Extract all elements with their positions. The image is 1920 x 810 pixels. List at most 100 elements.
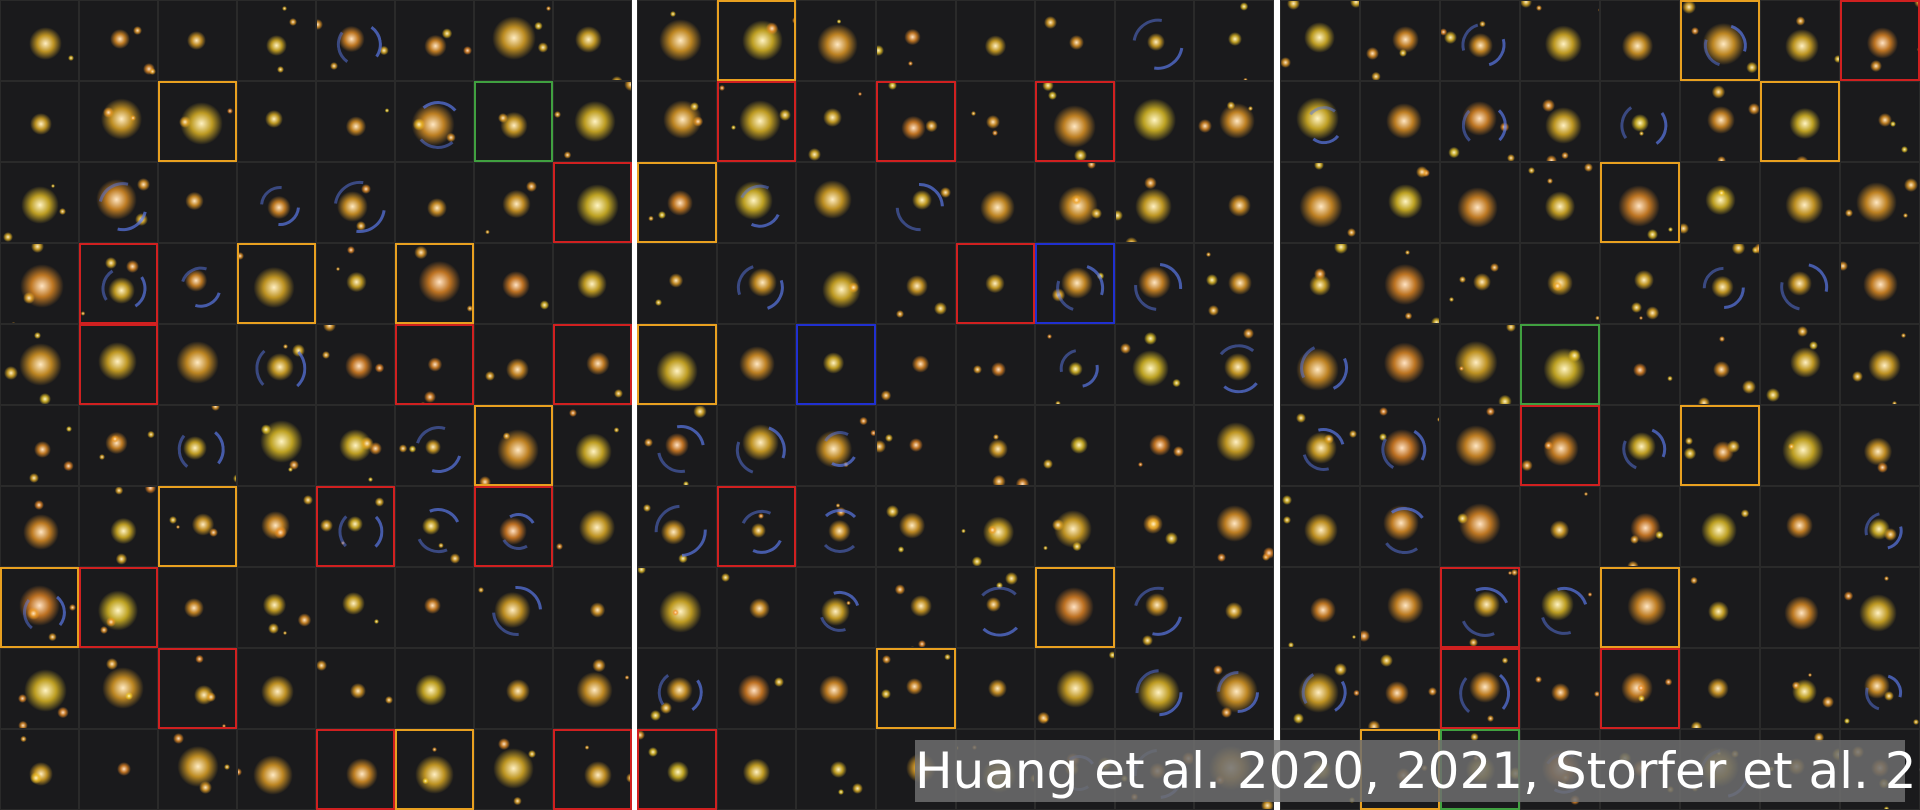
galaxy [980,190,1015,225]
galaxy-cutout [1840,162,1920,243]
galaxy [909,438,923,452]
lensed-arc [1461,103,1507,149]
galaxy-cutout [1360,648,1440,729]
galaxy [859,417,868,426]
lensed-arc [1048,256,1113,321]
galaxy [574,101,616,143]
galaxy [1786,512,1813,539]
galaxy [1240,2,1248,10]
galaxy-cutout [0,81,79,162]
galaxy-cutout [1115,81,1195,162]
galaxy [779,109,791,121]
galaxy [656,350,698,392]
galaxy-cutout [79,729,158,810]
galaxy-cutout [1360,486,1440,567]
galaxy [1713,361,1730,378]
galaxy [424,597,441,614]
galaxy [195,655,204,664]
galaxy-cutout [637,729,717,810]
galaxy [18,694,27,703]
galaxy-cutout [237,243,316,324]
galaxy [576,672,613,709]
galaxy-cutout [79,0,158,81]
lensed-arc [974,586,1025,637]
galaxy [1490,263,1499,272]
galaxy [1914,0,1920,8]
galaxy [1742,380,1756,394]
galaxy [876,440,886,453]
galaxy-cutout [956,324,1036,405]
galaxy-cutout [717,324,797,405]
galaxy-cutout [237,486,316,567]
galaxy-cutout [1194,81,1274,162]
galaxy [1852,371,1862,381]
galaxy [1511,569,1518,576]
galaxy [1712,85,1726,99]
galaxy [282,6,287,11]
galaxy [739,346,775,382]
page: Huang et al. 2020, 2021, Storfer et al. … [0,0,1920,810]
galaxy-cutout [1194,162,1274,243]
galaxy-cutout [876,0,956,81]
galaxy-cutout [1840,567,1920,648]
galaxy [988,439,1008,459]
galaxy-cutout [1760,0,1840,81]
galaxy [1707,678,1729,700]
galaxy [1782,429,1824,471]
galaxy [838,789,844,795]
galaxy [485,230,489,234]
galaxy-cutout [158,81,237,162]
galaxy [1545,25,1582,62]
galaxy-cutout [1520,324,1600,405]
galaxy [1903,213,1908,218]
galaxy [59,208,66,215]
galaxy-cutout [1680,486,1760,567]
galaxy [858,92,862,96]
lensed-arc [1617,98,1672,153]
galaxy [1535,676,1542,683]
lensed-arc [727,416,793,482]
galaxy [1225,602,1243,620]
galaxy [901,116,926,141]
galaxy [298,613,312,627]
galaxy-cutout [1440,567,1520,648]
galaxy [944,654,951,661]
galaxy [1789,108,1821,140]
galaxy-cutout [1600,486,1680,567]
galaxy-cutout [158,243,237,324]
galaxy [289,460,299,470]
galaxy [23,292,35,304]
galaxy [1708,601,1729,622]
galaxy [1506,324,1516,332]
galaxy [1680,223,1689,233]
galaxy [1545,107,1582,144]
galaxy [1069,35,1084,50]
galaxy-cutout [956,81,1036,162]
galaxy [21,186,59,224]
galaxy-cutout [796,567,876,648]
galaxy-cutout [474,81,553,162]
galaxy [655,299,662,306]
galaxy [1135,188,1172,225]
lensed-arc [1123,9,1194,80]
galaxy [988,525,998,535]
galaxy-cutout [474,162,553,243]
galaxy [888,81,897,90]
galaxy-cutout [1520,81,1600,162]
galaxy [934,302,947,315]
galaxy [971,111,976,116]
galaxy [1844,718,1850,724]
galaxy [1507,154,1515,162]
galaxy [1334,243,1348,254]
galaxy [1431,317,1440,324]
galaxy-cutout [1600,405,1680,486]
galaxy-cutout [796,162,876,243]
galaxy [906,678,924,696]
galaxy-cutout [553,0,632,81]
galaxy [896,310,904,318]
galaxy-cutout [1115,162,1195,243]
galaxy-cutout [237,567,316,648]
galaxy [346,272,366,292]
galaxy [899,512,926,539]
galaxy [1856,182,1897,223]
